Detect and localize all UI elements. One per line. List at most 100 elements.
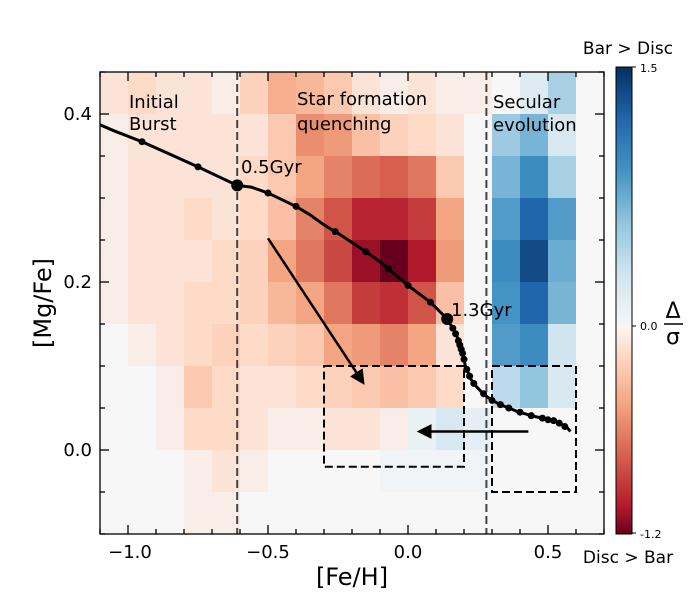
heatmap-cell bbox=[492, 450, 521, 493]
heatmap-cell bbox=[576, 282, 604, 325]
colorbar-title-bottom: Disc > Bar bbox=[583, 548, 673, 568]
colorbar-gradient bbox=[615, 66, 633, 535]
track-marker bbox=[505, 404, 513, 412]
heatmap-cell bbox=[128, 450, 157, 493]
heatmap-cell bbox=[324, 408, 353, 451]
heatmap-cell bbox=[492, 72, 521, 73]
track-marker bbox=[527, 412, 535, 420]
region-labels: Initial Burst Star formation quenching S… bbox=[129, 89, 577, 136]
track-marker bbox=[466, 372, 474, 380]
heatmap-cell bbox=[100, 366, 129, 409]
heatmap-cell bbox=[520, 366, 549, 409]
heatmap-cell bbox=[184, 450, 213, 493]
heatmap-cell bbox=[576, 324, 604, 367]
heatmap-cell bbox=[436, 366, 465, 409]
heatmap-cell bbox=[100, 72, 129, 115]
heatmap-cell bbox=[240, 492, 269, 534]
heatmap-cell bbox=[380, 450, 409, 493]
heatmap-cell bbox=[212, 450, 241, 493]
heatmap-cell bbox=[156, 324, 185, 367]
heatmap-cell bbox=[436, 198, 465, 241]
heatmap-cell bbox=[464, 450, 493, 493]
heatmap-cell bbox=[100, 408, 129, 451]
heatmap-cell bbox=[576, 72, 604, 115]
heatmap-cell bbox=[436, 0, 465, 31]
heatmap-cell bbox=[128, 240, 157, 283]
heatmap-cell bbox=[464, 198, 493, 241]
heatmap-cell bbox=[324, 282, 353, 325]
heatmap-cell bbox=[464, 72, 493, 73]
heatmap-cell bbox=[408, 366, 437, 409]
heatmap-cell bbox=[380, 198, 409, 241]
track-marker bbox=[544, 416, 552, 424]
x-tick-label: 0.5 bbox=[534, 542, 563, 563]
track-marker bbox=[362, 248, 370, 256]
heatmap-cell bbox=[548, 72, 577, 115]
heatmap-cell bbox=[492, 492, 521, 534]
heatmap-cell bbox=[548, 408, 577, 451]
label-1.3gyr: 1.3Gyr bbox=[451, 300, 512, 321]
track-age-marker bbox=[231, 179, 244, 192]
heatmap-cell bbox=[548, 240, 577, 283]
heatmap-cell bbox=[352, 198, 381, 241]
heatmap-cell bbox=[576, 240, 604, 283]
heatmap-cell bbox=[240, 198, 269, 241]
track-marker bbox=[426, 298, 434, 306]
heatmap-cell bbox=[492, 0, 521, 31]
heatmap-cell bbox=[100, 198, 129, 241]
heatmap-cell bbox=[296, 240, 325, 283]
heatmap-cell bbox=[156, 72, 185, 73]
track-marker bbox=[496, 401, 504, 409]
label-quenching-line1: Star formation bbox=[297, 89, 427, 110]
track-marker bbox=[550, 417, 558, 425]
heatmap-cell bbox=[436, 72, 465, 115]
heatmap-cell bbox=[408, 324, 437, 367]
heatmap-cell bbox=[520, 156, 549, 199]
track-marker bbox=[488, 396, 496, 404]
heatmap-cell bbox=[100, 240, 129, 283]
x-tick-labels: −1.0 −0.5 0.0 0.5 bbox=[108, 542, 562, 563]
heatmap-cell bbox=[576, 366, 604, 409]
heatmap-cell bbox=[240, 450, 269, 493]
heatmap-cell bbox=[324, 450, 353, 493]
heatmap-cell bbox=[268, 366, 297, 409]
track-marker bbox=[555, 419, 563, 427]
x-tick-label: 0.0 bbox=[394, 542, 423, 563]
heatmap-cell bbox=[184, 72, 213, 115]
heatmap-cell bbox=[212, 72, 241, 115]
heatmap-cell bbox=[128, 366, 157, 409]
track-marker bbox=[138, 138, 146, 146]
heatmap-cell bbox=[352, 324, 381, 367]
heatmap-cell bbox=[408, 0, 437, 31]
heatmap-cell bbox=[128, 324, 157, 367]
heatmap-cell bbox=[436, 450, 465, 493]
heatmap-cell bbox=[156, 156, 185, 199]
heatmap-cell bbox=[212, 492, 241, 534]
heatmap-cell bbox=[184, 366, 213, 409]
heatmap-cell bbox=[240, 240, 269, 283]
heatmap-cell bbox=[268, 114, 297, 157]
plot-frame bbox=[99, 71, 605, 535]
heatmap-cell bbox=[156, 492, 185, 534]
heatmap-cell bbox=[492, 156, 521, 199]
heatmap-cell bbox=[296, 0, 325, 31]
heatmap-cell bbox=[520, 450, 549, 493]
track-marker bbox=[384, 265, 392, 273]
heatmap-cell bbox=[128, 492, 157, 534]
heatmap-cell bbox=[520, 324, 549, 367]
label-secular-line1: Secular bbox=[493, 92, 561, 113]
heatmap-cell bbox=[380, 324, 409, 367]
heatmap-cell bbox=[520, 282, 549, 325]
heatmap-cell bbox=[520, 0, 549, 31]
heatmap-cell bbox=[324, 72, 353, 115]
heatmap-cell bbox=[268, 0, 297, 31]
track-marker bbox=[561, 423, 569, 430]
colorbar-title-top: Bar > Disc bbox=[583, 39, 673, 59]
heatmap-cell bbox=[464, 72, 493, 115]
heatmap-cell bbox=[380, 366, 409, 409]
heatmap-cell bbox=[128, 156, 157, 199]
heatmap-cell bbox=[492, 114, 521, 157]
x-tick-label: −0.5 bbox=[246, 542, 290, 563]
heatmap-cell bbox=[100, 492, 129, 534]
heatmap-cell bbox=[464, 408, 493, 451]
